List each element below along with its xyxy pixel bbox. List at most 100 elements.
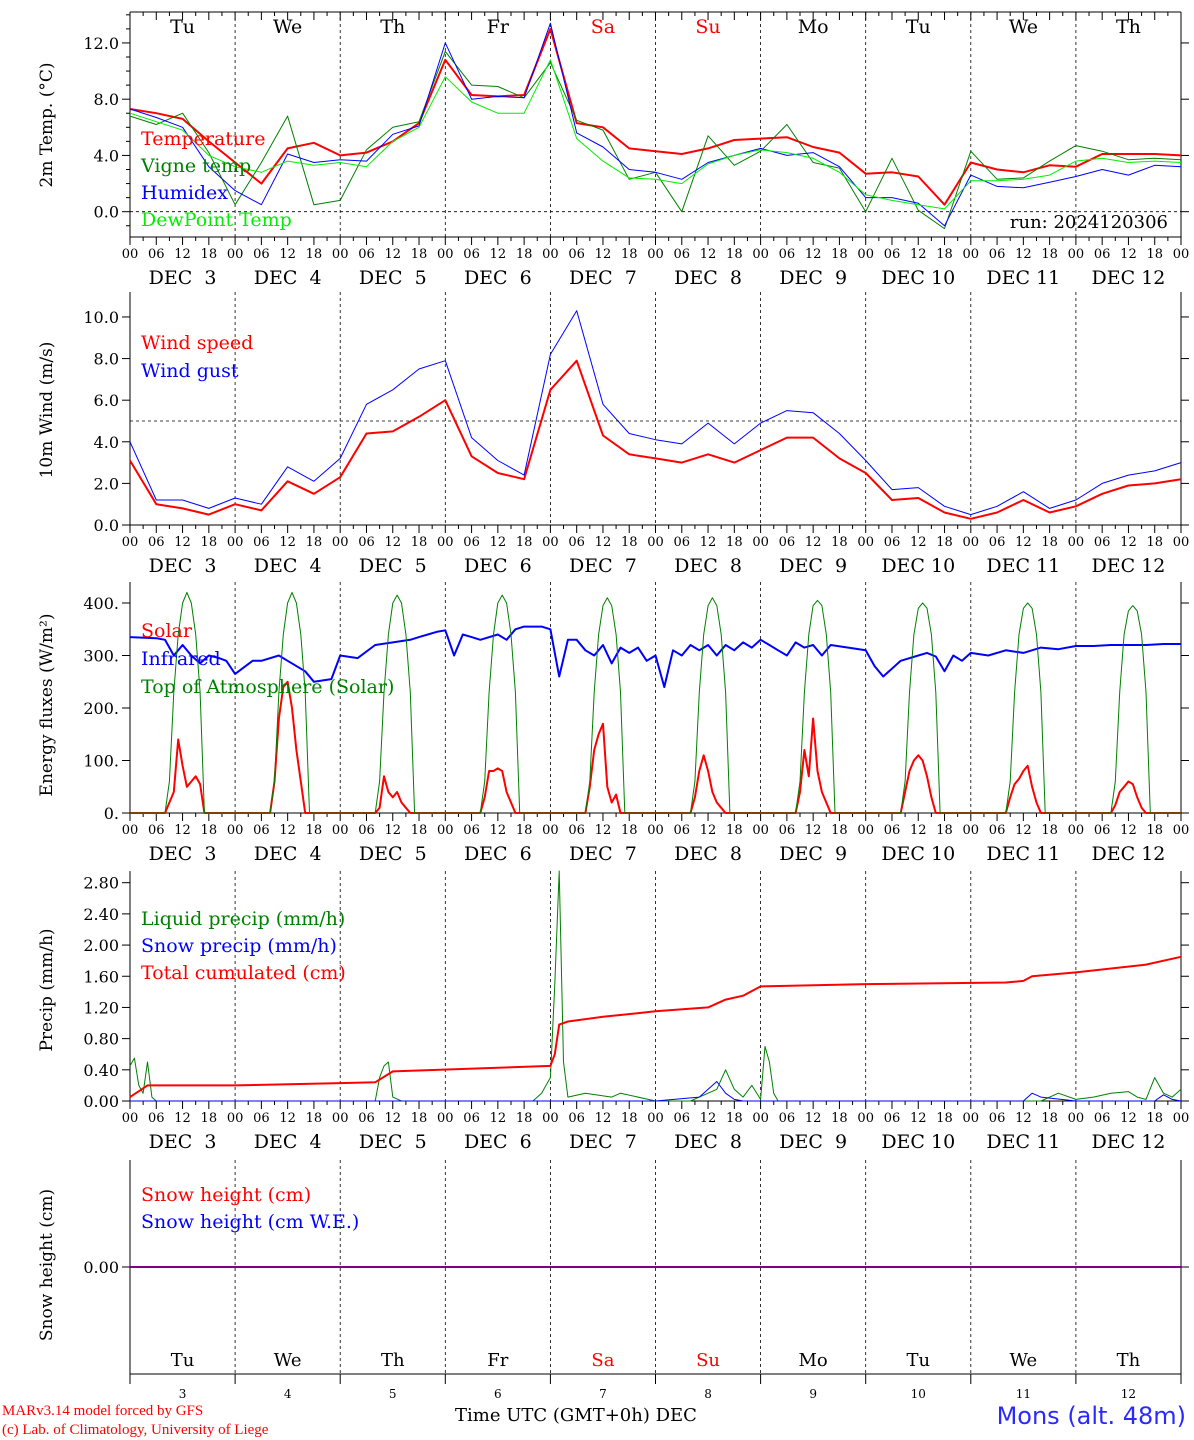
date-label: DEC 3	[149, 843, 217, 865]
hour-tick-label: 00	[332, 1111, 349, 1126]
date-label: DEC 12	[1092, 843, 1166, 865]
hour-tick-label: 06	[253, 535, 270, 550]
legend-entry: Top of Atmosphere (Solar)	[141, 676, 394, 698]
legend-entry: Humidex	[141, 182, 228, 204]
hour-tick-label: 18	[411, 1111, 428, 1126]
series-line-green	[130, 592, 1181, 814]
hour-tick-label: 18	[201, 823, 218, 838]
hour-tick-label: 18	[726, 535, 743, 550]
hour-tick-label: 00	[437, 1111, 454, 1126]
date-label: DEC 3	[149, 267, 217, 289]
hour-tick-label: 12	[1120, 247, 1137, 262]
y-tick-label: 400.	[83, 594, 119, 613]
date-label: DEC 5	[359, 843, 427, 865]
weekday-label: Sa	[591, 1350, 614, 1371]
series-line-red	[129, 955, 1182, 1098]
hour-tick-label: 18	[1041, 823, 1058, 838]
legend-entry: Wind speed	[141, 332, 253, 354]
hour-tick-label: 06	[148, 247, 165, 262]
hour-tick-label: 12	[279, 535, 296, 550]
hour-tick-label: 06	[358, 535, 375, 550]
hour-tick-label: 00	[1173, 247, 1190, 262]
hour-tick-label: 06	[989, 247, 1006, 262]
hour-tick-label: 00	[1173, 823, 1190, 838]
date-label: DEC 12	[1092, 555, 1166, 577]
hour-tick-label: 12	[1120, 823, 1137, 838]
hour-tick-label: 00	[122, 247, 139, 262]
run-label: run: 2024120306	[1010, 212, 1168, 233]
weekday-label: Tu	[170, 16, 195, 38]
hour-tick-label: 00	[647, 247, 664, 262]
hour-tick-label: 12	[700, 247, 717, 262]
hour-tick-label: 06	[674, 1111, 691, 1126]
legend-entry: Snow height (cm W.E.)	[141, 1211, 359, 1233]
hour-tick-label: 06	[253, 247, 270, 262]
y-tick-label: 1.60	[83, 967, 119, 986]
weekday-label: We	[1010, 1350, 1038, 1371]
date-label: DEC 12	[1092, 267, 1166, 289]
hour-tick-label: 06	[1094, 823, 1111, 838]
y-tick-label: 4.0	[94, 433, 119, 452]
hour-tick-label: 00	[752, 1111, 769, 1126]
date-label: DEC 4	[254, 843, 322, 865]
hour-tick-label: 12	[279, 1111, 296, 1126]
hour-tick-label: 00	[963, 535, 980, 550]
hour-tick-label: 00	[437, 823, 454, 838]
hour-tick-label: 06	[568, 823, 585, 838]
y-tick-label: 1.20	[83, 998, 119, 1017]
legend-entry: Snow precip (mm/h)	[141, 935, 337, 957]
hour-tick-label: 12	[174, 823, 191, 838]
hour-tick-label: 00	[647, 535, 664, 550]
hour-tick-label: 06	[674, 535, 691, 550]
hour-tick-label: 18	[516, 823, 533, 838]
weekday-label: Sa	[591, 16, 615, 38]
date-label: DEC 11	[986, 267, 1060, 289]
series-line-red	[129, 359, 1182, 520]
hour-tick-label: 12	[805, 1111, 822, 1126]
hour-tick-label: 00	[542, 823, 559, 838]
y-axis-title: Precip (mm/h)	[37, 928, 57, 1051]
hour-tick-label: 12	[174, 535, 191, 550]
hour-tick-label: 18	[936, 247, 953, 262]
hour-tick-label: 18	[621, 535, 638, 550]
y-axis-title: 2m Temp. (°C)	[37, 62, 57, 187]
hour-tick-label: 00	[227, 535, 244, 550]
date-label: DEC 7	[569, 843, 637, 865]
series-line-blue	[129, 22, 1182, 227]
date-label: DEC 6	[464, 1131, 532, 1153]
hour-tick-label: 00	[1068, 1111, 1085, 1126]
hour-tick-label: 18	[936, 535, 953, 550]
y-tick-label: 0.	[104, 804, 119, 823]
y-tick-label: 2.40	[83, 905, 119, 924]
weekday-label: Fr	[487, 16, 510, 38]
y-tick-label: 2.0	[94, 474, 119, 493]
hour-tick-label: 06	[253, 1111, 270, 1126]
hour-tick-label: 06	[779, 535, 796, 550]
hour-tick-label: 12	[174, 247, 191, 262]
day-number-label: 12	[1121, 1387, 1136, 1400]
date-label: DEC 8	[674, 555, 742, 577]
hour-tick-label: 00	[122, 535, 139, 550]
weekday-label: Su	[695, 16, 720, 38]
hour-tick-label: 06	[358, 1111, 375, 1126]
hour-tick-label: 12	[384, 823, 401, 838]
hour-tick-label: 00	[227, 247, 244, 262]
hour-tick-label: 18	[726, 823, 743, 838]
date-label: DEC 10	[881, 843, 955, 865]
legend-entry: DewPoint Temp	[141, 209, 292, 231]
hour-tick-label: 00	[542, 1111, 559, 1126]
y-tick-label: 0.00	[83, 1258, 119, 1277]
hour-tick-label: 12	[1015, 823, 1032, 838]
weekday-label: Tu	[171, 1350, 195, 1371]
footer-credits: MARv3.14 model forced by GFS (c) Lab. of…	[2, 1402, 268, 1440]
date-label: DEC 10	[881, 1131, 955, 1153]
hour-tick-label: 18	[726, 1111, 743, 1126]
y-tick-label: 6.0	[94, 391, 119, 410]
hour-tick-label: 18	[726, 247, 743, 262]
weekday-label: Mo	[799, 1350, 828, 1371]
hour-tick-label: 00	[857, 535, 874, 550]
hour-tick-label: 00	[437, 247, 454, 262]
hour-tick-label: 18	[936, 1111, 953, 1126]
date-label: DEC 8	[674, 1131, 742, 1153]
x-axis-month: DEC	[655, 1405, 697, 1426]
